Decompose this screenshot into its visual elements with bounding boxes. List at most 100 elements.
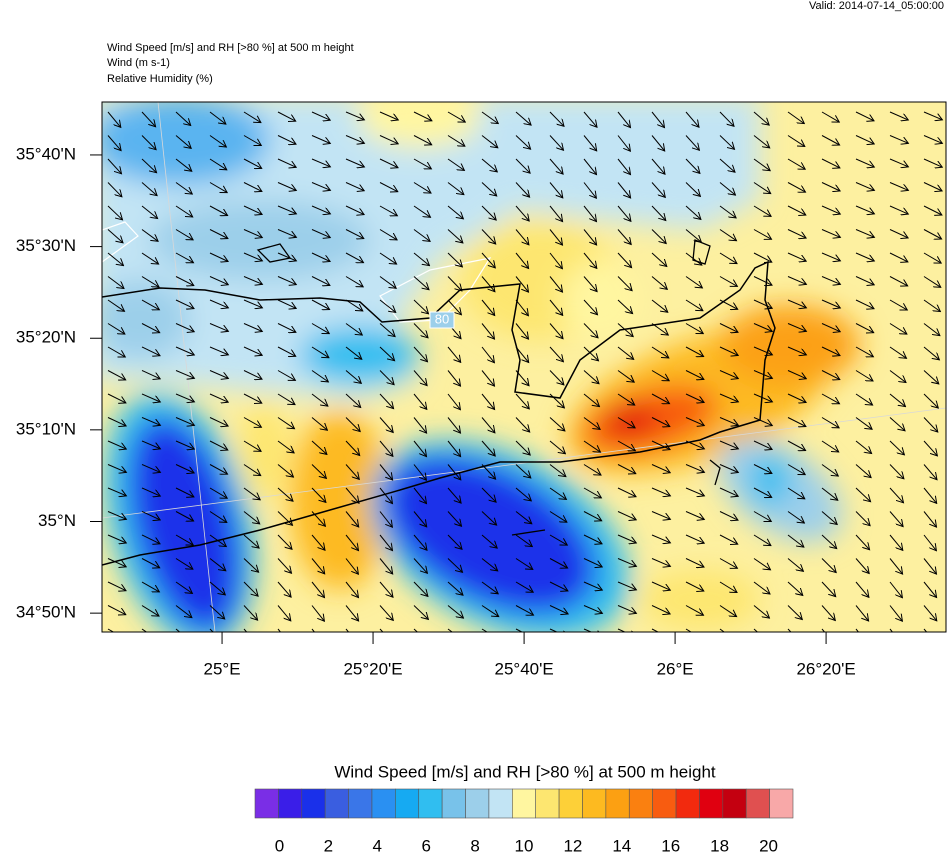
wind-arrow	[107, 346, 125, 357]
wind-arrow	[515, 417, 530, 433]
wind-arrow	[923, 581, 937, 598]
wind-arrow	[209, 111, 226, 124]
wind-arrow	[481, 487, 496, 502]
wind-arrow	[651, 511, 670, 520]
colorbar-tick-label: 8	[470, 836, 479, 854]
wind-arrow	[345, 558, 358, 575]
wind-arrow	[787, 581, 803, 595]
wind-arrow	[651, 464, 670, 473]
wind-arrow	[753, 511, 771, 522]
wind-arrow	[923, 605, 937, 621]
wind-arrow	[481, 558, 498, 571]
wind-arrow	[141, 135, 156, 150]
wind-arrow	[651, 628, 670, 632]
wind-arrow	[753, 628, 759, 632]
wind-arrow	[651, 229, 666, 244]
wind-arrow	[175, 628, 181, 632]
colorbar-bin	[512, 788, 536, 819]
wind-arrow	[481, 370, 495, 387]
wind-arrow	[583, 534, 602, 544]
wind-arrow	[141, 628, 148, 632]
wind-arrow	[753, 276, 772, 286]
wind-arrow	[855, 417, 872, 430]
wind-arrow	[481, 605, 499, 617]
wind-arrow	[277, 252, 296, 261]
wind-arrow	[889, 605, 902, 622]
wind-arrow	[243, 440, 261, 451]
wind-arrow	[549, 276, 563, 293]
wind-arrow	[855, 370, 873, 382]
wind-arrow	[243, 158, 262, 168]
wind-arrow	[821, 182, 840, 192]
wind-arrow	[107, 487, 126, 496]
wind-arrow	[345, 393, 361, 408]
wind-arrow	[209, 182, 227, 193]
wind-arrow	[753, 205, 771, 216]
wind-arrow	[685, 135, 699, 151]
wind-arrow	[345, 487, 359, 503]
wind-arrow	[923, 487, 937, 503]
wind-arrow	[787, 370, 806, 379]
wind-arrow	[243, 182, 262, 192]
wind-arrow	[685, 558, 704, 568]
wind-arrow	[923, 346, 939, 360]
wind-arrow	[175, 229, 193, 240]
wind-arrow	[141, 205, 158, 219]
wind-arrow	[311, 511, 325, 527]
wind-arrow	[209, 299, 228, 308]
wind-arrow	[753, 534, 771, 546]
wind-arrow	[243, 534, 259, 548]
wind-arrow	[685, 158, 700, 173]
wind-arrow	[549, 346, 563, 362]
wind-arrow	[141, 299, 159, 310]
wind-arrow	[617, 417, 635, 428]
wind-arrow	[345, 534, 359, 551]
wind-arrow	[651, 346, 669, 358]
wind-arrow	[175, 605, 192, 618]
wind-arrow	[651, 581, 670, 590]
wind-arrow	[413, 370, 427, 386]
wind-arrow	[583, 276, 597, 292]
wind-arrow	[209, 158, 227, 170]
wind-arrow	[685, 346, 704, 357]
wind-arrow	[889, 440, 904, 455]
wind-arrow	[447, 276, 462, 291]
wind-arrow	[923, 276, 941, 288]
wind-arrow	[311, 323, 329, 334]
wind-arrow	[413, 111, 432, 121]
wind-arrow	[855, 558, 869, 574]
wind-arrow	[855, 135, 874, 144]
wind-arrow	[107, 558, 126, 567]
wind-arrow	[209, 346, 228, 355]
wind-arrow	[243, 111, 261, 123]
wind-arrow	[821, 276, 840, 285]
wind-arrow	[923, 464, 937, 480]
wind-arrow	[175, 393, 194, 402]
wind-arrow	[821, 370, 840, 380]
wind-arrow	[753, 323, 772, 332]
wind-arrow	[753, 487, 772, 497]
wind-arrow	[311, 417, 327, 431]
wind-arrow	[719, 628, 725, 632]
wind-arrow	[141, 417, 160, 426]
wind-arrow	[651, 605, 670, 615]
wind-arrow	[175, 111, 191, 126]
wind-arrow	[413, 182, 431, 194]
colorbar-bin	[324, 788, 349, 819]
wind-arrow	[243, 487, 260, 500]
wind-arrow	[515, 370, 529, 386]
wind-arrow	[583, 370, 599, 384]
wind-arrow	[821, 440, 839, 452]
wind-arrow	[379, 628, 384, 632]
x-tick-label: 25°E	[204, 659, 241, 678]
wind-arrow	[821, 581, 836, 597]
wind-arrow	[277, 581, 291, 597]
wind-arrow	[515, 581, 533, 592]
wind-arrow	[515, 534, 532, 547]
wind-arrow	[175, 276, 194, 286]
wind-arrow	[515, 440, 530, 455]
wind-arrow	[583, 628, 602, 632]
wind-arrow	[379, 558, 393, 575]
wind-arrow	[821, 558, 836, 573]
wind-arrow	[719, 511, 738, 521]
